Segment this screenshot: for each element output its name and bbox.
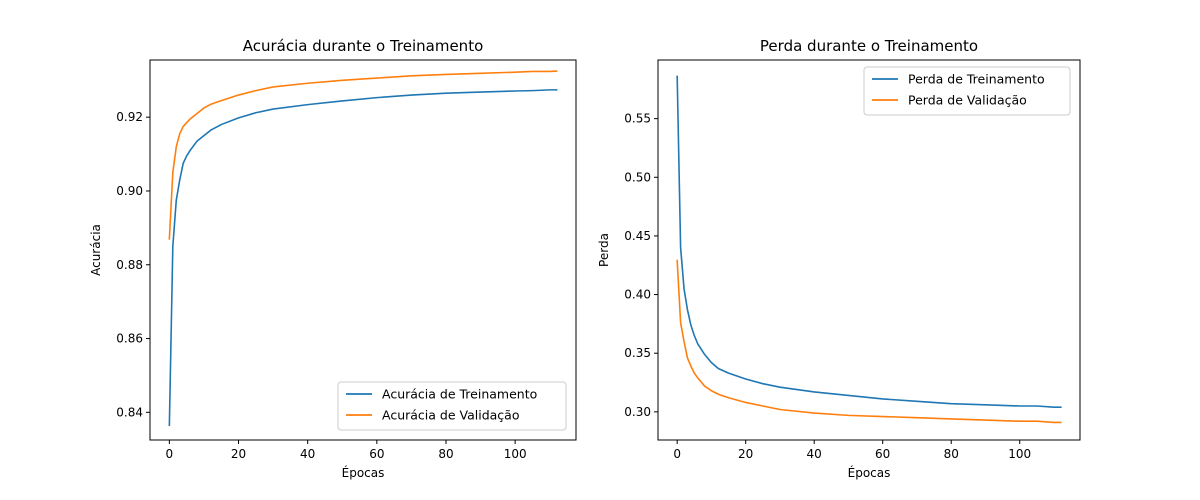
- legend-box: [337, 381, 567, 431]
- legend: Acurácia de Treinamento Acurácia de Valid…: [337, 381, 567, 431]
- x-tick-label: 100: [504, 447, 527, 461]
- series-line-2: [676, 259, 1062, 424]
- series-line-1: [676, 75, 1062, 408]
- chart-title: Perda durante o Treinamento: [760, 37, 978, 55]
- x-tick-label: 20: [738, 447, 753, 461]
- y-tick-label: 0.50: [624, 170, 651, 184]
- y-tick-label: 0.35: [624, 346, 651, 360]
- legend-label-2: Perda de Validação: [908, 93, 1027, 108]
- x-tick-label: 40: [807, 447, 822, 461]
- x-tick-label: 0: [673, 447, 681, 461]
- y-axis-label: Acurácia: [89, 224, 103, 276]
- legend: Perda de Treinamento Perda de Validação: [863, 66, 1071, 116]
- x-tick-label: 100: [1008, 447, 1031, 461]
- x-tick-label: 80: [438, 447, 453, 461]
- axes-frame: [149, 59, 577, 441]
- x-tick-label: 0: [166, 447, 174, 461]
- chart-panel-1: Acurácia durante o Treinamento 0 20 40 60 80 1…: [89, 37, 577, 480]
- series-line-2: [168, 70, 558, 240]
- y-tick-label: 0.92: [116, 110, 143, 124]
- legend-label-2: Acurácia de Validação: [382, 408, 519, 423]
- x-tick-label: 20: [231, 447, 246, 461]
- x-tick-label: 60: [369, 447, 384, 461]
- y-tick-label: 0.86: [116, 332, 143, 346]
- y-tick-label: 0.88: [116, 258, 143, 272]
- x-tick-label: 60: [875, 447, 890, 461]
- y-tick-label: 0.30: [624, 405, 651, 419]
- y-tick-label: 0.90: [116, 184, 143, 198]
- legend-label-1: Acurácia de Treinamento: [382, 387, 537, 402]
- legend-box: [863, 66, 1071, 116]
- y-tick-label: 0.55: [624, 112, 651, 126]
- axes-frame: [657, 59, 1081, 441]
- x-tick-label: 40: [300, 447, 315, 461]
- legend-label-1: Perda de Treinamento: [908, 72, 1045, 87]
- chart-title: Acurácia durante o Treinamento: [243, 37, 484, 55]
- x-tick-label: 80: [944, 447, 959, 461]
- y-tick-label: 0.84: [116, 405, 143, 419]
- chart-panel-2: Perda durante o Treinamento 0 20 40 60 80 100 0…: [597, 37, 1081, 480]
- y-tick-label: 0.40: [624, 288, 651, 302]
- x-axis-label: Épocas: [848, 465, 891, 480]
- x-axis-label: Épocas: [342, 465, 385, 480]
- y-tick-label: 0.45: [624, 229, 651, 243]
- series-line-1: [168, 89, 558, 427]
- y-axis-label: Perda: [597, 233, 611, 267]
